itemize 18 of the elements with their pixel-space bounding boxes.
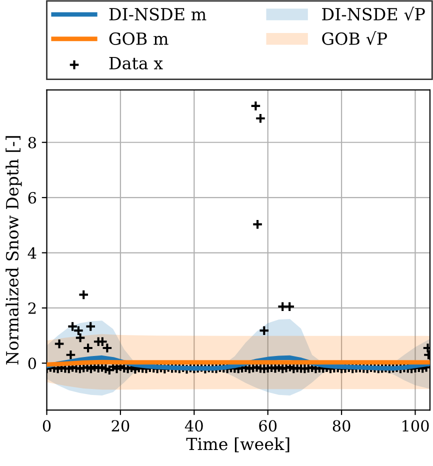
text: DI-NSDE √P — [322, 6, 425, 21]
y-tick-label: 0 — [28, 358, 36, 370]
x-tick-label: 20 — [112, 420, 130, 432]
legend-label: Data x — [109, 57, 163, 70]
x-tick-label: 80 — [332, 420, 350, 432]
x-tick-label: 0 — [42, 420, 51, 432]
legend-label: GOB m — [109, 32, 168, 45]
x-tick-label: 100 — [402, 420, 429, 432]
text: GOB √P — [322, 31, 387, 46]
y-axis-title: Normalized Snow Depth [-] — [6, 136, 22, 364]
x-tick-label: 40 — [184, 420, 203, 432]
x-tick-label: 60 — [259, 420, 277, 432]
y-tick-label: 8 — [28, 136, 36, 148]
x-axis-title: Time [week] — [186, 437, 290, 452]
y-tick-label: 6 — [28, 192, 36, 204]
y-tick-label: 4 — [28, 247, 36, 259]
y-tick-label: 2 — [28, 302, 36, 314]
legend-label: DI-NSDE m — [109, 8, 206, 20]
